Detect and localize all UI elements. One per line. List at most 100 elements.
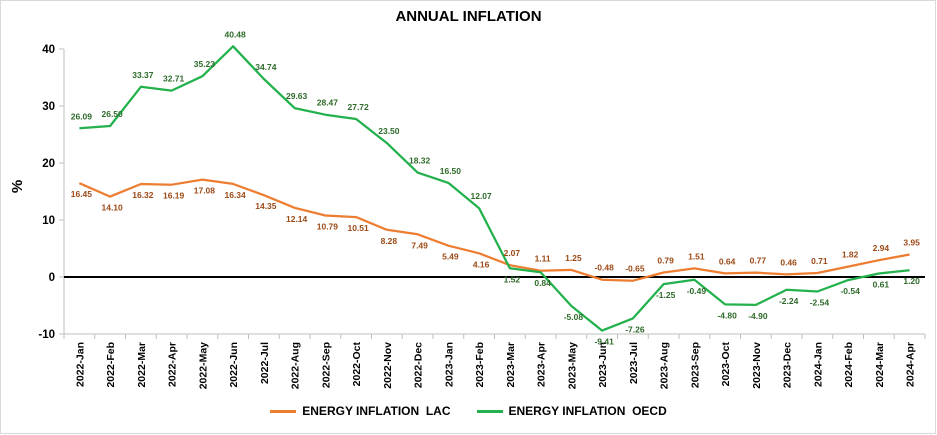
data-label-lac: 14.10 bbox=[101, 203, 123, 213]
x-tick-label: 2024-Mar bbox=[874, 342, 886, 388]
data-label-lac: 5.49 bbox=[442, 252, 459, 262]
data-label-lac: 0.64 bbox=[719, 256, 736, 266]
x-tick-label: 2022-Dec bbox=[413, 342, 425, 388]
x-tick-label: 2023-Feb bbox=[474, 342, 486, 388]
legend-swatch-lac bbox=[270, 409, 297, 413]
y-tick-label: 10 bbox=[42, 215, 55, 227]
data-label-oecd: -1.25 bbox=[656, 290, 676, 300]
x-tick-label: 2023-Oct bbox=[720, 341, 732, 386]
data-label-lac: 3.95 bbox=[903, 237, 920, 247]
x-tick-label: 2023-Jan bbox=[443, 342, 455, 387]
data-label-lac: 17.08 bbox=[194, 186, 216, 196]
data-label-oecd: 35.23 bbox=[194, 59, 216, 69]
data-label-oecd: 27.72 bbox=[347, 102, 369, 112]
x-tick-label: 2023-Aug bbox=[659, 342, 671, 389]
x-tick-label: 2024-Jan bbox=[812, 342, 824, 387]
data-label-oecd: 23.50 bbox=[378, 126, 400, 136]
x-tick-label: 2022-Aug bbox=[290, 342, 302, 389]
data-label-lac: 1.51 bbox=[688, 251, 705, 261]
chart-title: ANNUAL INFLATION bbox=[395, 8, 542, 25]
data-label-oecd: -0.49 bbox=[687, 286, 707, 296]
series-line-lac bbox=[78, 178, 910, 282]
data-label-lac: 4.16 bbox=[473, 259, 490, 269]
x-tick-label: 2024-Apr bbox=[905, 342, 917, 387]
data-label-lac: 1.25 bbox=[565, 253, 582, 263]
data-label-oecd: 12.07 bbox=[470, 191, 492, 201]
x-tick-label: 2022-Feb bbox=[105, 342, 117, 388]
data-label-lac: 16.45 bbox=[71, 189, 93, 199]
y-tick-label: -10 bbox=[38, 329, 55, 341]
data-label-oecd: 16.50 bbox=[440, 166, 462, 176]
x-tick-label: 2023-Nov bbox=[751, 342, 763, 389]
x-tick-label: 2023-Apr bbox=[536, 342, 548, 387]
x-tick-label: 2022-Sep bbox=[320, 342, 332, 388]
y-tick-label: 20 bbox=[42, 158, 55, 170]
x-tick-label: 2022-Jan bbox=[74, 342, 86, 387]
x-tick-label: 2022-Mar bbox=[136, 342, 148, 388]
legend-swatch-oecd bbox=[476, 409, 503, 413]
data-label-oecd: -5.08 bbox=[564, 312, 584, 322]
data-label-oecd: 28.47 bbox=[317, 98, 339, 108]
data-label-lac: 0.71 bbox=[811, 256, 828, 266]
x-tick-label: 2023-Mar bbox=[505, 342, 517, 388]
data-label-oecd: 33.37 bbox=[132, 70, 154, 80]
data-label-lac: 0.46 bbox=[780, 257, 797, 267]
data-label-lac: 2.07 bbox=[504, 248, 521, 258]
x-tick-label: 2022-Jun bbox=[228, 342, 240, 388]
y-tick-label: 0 bbox=[49, 272, 55, 284]
data-label-oecd: -0.54 bbox=[840, 286, 860, 296]
data-label-oecd: -2.54 bbox=[810, 297, 830, 307]
data-label-oecd: 29.63 bbox=[286, 91, 308, 101]
data-label-lac: 1.82 bbox=[842, 250, 859, 260]
data-label-lac: -0.65 bbox=[625, 264, 645, 274]
data-label-oecd: 26.09 bbox=[71, 111, 93, 121]
data-label-oecd: -7.26 bbox=[625, 324, 645, 334]
data-label-oecd: 18.32 bbox=[409, 156, 431, 166]
x-tick-label: 2022-Jul bbox=[259, 342, 271, 384]
x-tick-label: 2024-Feb bbox=[843, 342, 855, 388]
data-label-lac: 1.11 bbox=[535, 254, 551, 264]
legend-item-lac: ENERGY INFLATION LAC bbox=[270, 404, 451, 418]
data-label-oecd: -4.80 bbox=[717, 310, 737, 320]
data-label-lac: 8.28 bbox=[381, 236, 398, 246]
legend-item-oecd: ENERGY INFLATION OECD bbox=[476, 404, 667, 418]
data-label-oecd: 0.61 bbox=[873, 280, 890, 290]
data-label-oecd: 26.50 bbox=[101, 109, 123, 119]
legend-label-oecd: ENERGY INFLATION OECD bbox=[508, 404, 667, 418]
data-label-lac: 10.51 bbox=[347, 223, 369, 233]
x-tick-label: 2022-May bbox=[197, 342, 209, 389]
data-label-lac: -0.48 bbox=[594, 263, 614, 273]
x-tick-label: 2022-Oct bbox=[351, 341, 363, 386]
data-label-oecd: -9.41 bbox=[594, 337, 614, 347]
data-label-oecd: -2.24 bbox=[779, 296, 799, 306]
x-tick-label: 2023-Jul bbox=[628, 342, 640, 384]
data-label-oecd: 0.84 bbox=[534, 278, 551, 288]
data-label-oecd: 1.52 bbox=[504, 274, 521, 284]
x-tick-label: 2022-Nov bbox=[382, 342, 394, 389]
y-tick-label: 40 bbox=[42, 44, 55, 56]
data-label-oecd: 34.74 bbox=[255, 62, 277, 72]
data-label-lac: 10.79 bbox=[317, 221, 339, 231]
series-line-oecd bbox=[79, 45, 910, 332]
data-label-lac: 0.77 bbox=[750, 256, 767, 266]
data-label-oecd: 1.20 bbox=[903, 276, 920, 286]
y-tick-label: 30 bbox=[42, 101, 55, 113]
data-label-oecd: 32.71 bbox=[163, 74, 185, 84]
data-label-lac: 7.49 bbox=[411, 240, 428, 250]
legend: ENERGY INFLATION LAC ENERGY INFLATION OE… bbox=[0, 404, 937, 418]
data-label-lac: 16.34 bbox=[224, 190, 246, 200]
x-tick-label: 2023-May bbox=[566, 342, 578, 389]
data-label-lac: 0.79 bbox=[657, 255, 674, 265]
x-tick-label: 2023-Jun bbox=[597, 342, 609, 388]
legend-label-lac: ENERGY INFLATION LAC bbox=[302, 404, 451, 418]
x-tick-label: 2023-Dec bbox=[782, 342, 794, 388]
data-label-lac: 16.19 bbox=[163, 191, 185, 201]
data-label-lac: 2.94 bbox=[873, 243, 890, 253]
data-label-lac: 12.14 bbox=[286, 214, 308, 224]
x-tick-label: 2022-Apr bbox=[167, 342, 179, 387]
x-tick-label: 2023-Sep bbox=[689, 342, 701, 388]
data-label-oecd: -4.90 bbox=[748, 311, 768, 321]
data-label-lac: 16.32 bbox=[132, 190, 154, 200]
